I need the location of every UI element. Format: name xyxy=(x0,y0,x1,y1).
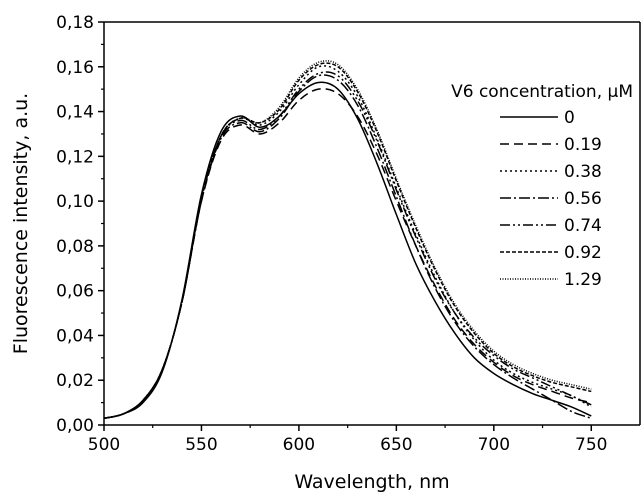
y-tick-label: 0,08 xyxy=(56,237,94,257)
x-axis-ticks: 500 550 600 650 700 750 xyxy=(88,425,607,455)
x-tick-label: 550 xyxy=(185,435,217,455)
legend-label: 0.19 xyxy=(564,135,602,155)
legend-title: V6 concentration, μM xyxy=(451,82,633,102)
legend-label: 0.74 xyxy=(564,216,602,236)
series-line-1 xyxy=(103,88,592,420)
y-tick-label: 0,16 xyxy=(56,58,94,78)
y-axis-ticks: 0,00 0,02 0,04 0,06 0,08 0,10 0,12 0,14 0,16 0,18 xyxy=(56,13,104,436)
y-tick-label: 0,00 xyxy=(56,416,94,436)
legend-label: 0.38 xyxy=(564,162,602,182)
y-tick-label: 0,10 xyxy=(56,192,94,212)
legend-label: 1.29 xyxy=(564,270,602,290)
legend: V6 concentration, μM 0 0.19 0.38 0.56 0.74 0.… xyxy=(451,82,633,290)
series-line-0 xyxy=(103,81,592,420)
x-tick-label: 500 xyxy=(88,435,120,455)
y-tick-label: 0,06 xyxy=(56,282,94,302)
x-axis-title: Wavelength, nm xyxy=(294,471,449,493)
x-tick-label: 700 xyxy=(478,435,510,455)
legend-label: 0 xyxy=(564,108,575,128)
series-line-5 xyxy=(103,62,592,420)
x-tick-label: 650 xyxy=(380,435,412,455)
series-line-3 xyxy=(103,74,592,420)
y-tick-label: 0,14 xyxy=(56,103,94,123)
series-line-2 xyxy=(103,65,592,420)
legend-label: 0.56 xyxy=(564,189,602,209)
x-tick-label: 600 xyxy=(283,435,315,455)
y-tick-label: 0,02 xyxy=(56,371,94,391)
series-lines xyxy=(103,60,592,420)
y-tick-label: 0,18 xyxy=(56,13,94,33)
x-tick-label: 750 xyxy=(575,435,607,455)
y-tick-label: 0,12 xyxy=(56,147,94,167)
series-line-6 xyxy=(103,60,592,420)
y-axis-title: Fluorescence intensity, a.u. xyxy=(10,93,32,354)
y-tick-label: 0,04 xyxy=(56,326,94,346)
legend-label: 0.92 xyxy=(564,243,602,263)
